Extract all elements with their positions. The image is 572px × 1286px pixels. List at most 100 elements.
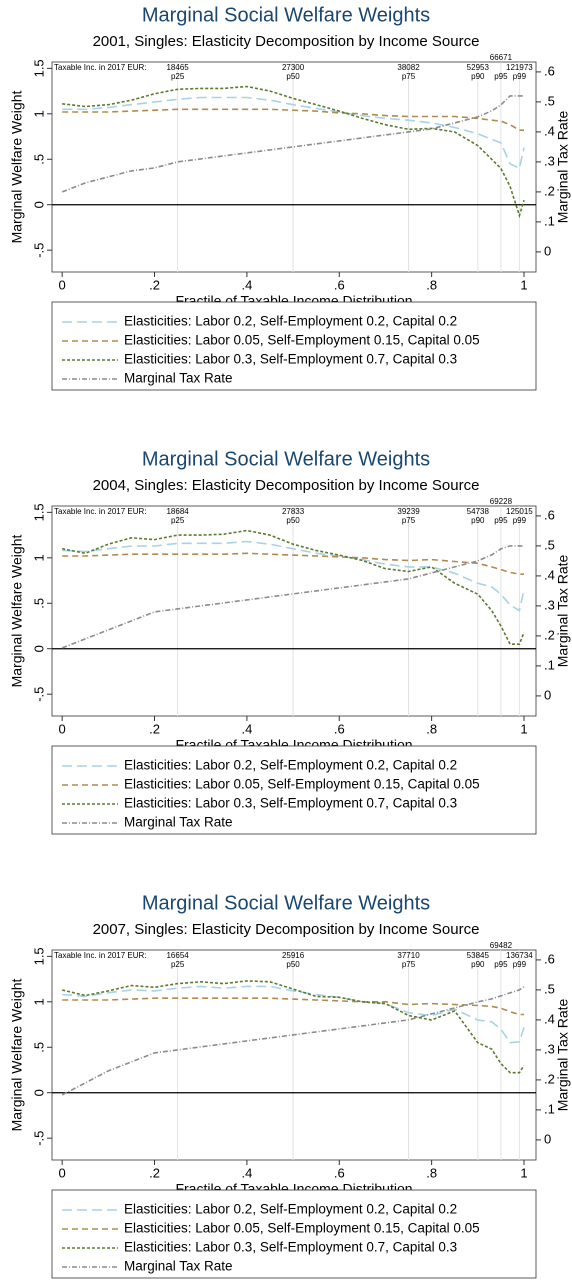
x-tick-label: .6 — [334, 721, 345, 736]
chart-subtitle: 2001, Singles: Elasticity Decomposition … — [93, 33, 480, 50]
y-tick-label: 1.5 — [31, 503, 46, 521]
percentile-label: p75 — [402, 516, 416, 525]
y2-tick-label: .2 — [544, 183, 555, 198]
y-tick-label: .5 — [31, 598, 46, 609]
plot-frame — [51, 61, 537, 273]
y-tick-label: .5 — [31, 154, 46, 165]
y2-tick-label: .6 — [544, 63, 555, 78]
x-tick-label: 0 — [59, 721, 66, 736]
x-tick-label: .4 — [241, 277, 252, 292]
y-tick-label: -.5 — [31, 243, 46, 258]
percentile-label: p90 — [471, 960, 485, 969]
x-tick-label: .8 — [426, 277, 437, 292]
annotation: Taxable Inc. in 2017 EUR: — [54, 63, 147, 72]
legend-label: Elasticities: Labor 0.05, Self-Employmen… — [124, 777, 480, 792]
percentile-income: 136734 — [506, 951, 533, 960]
y2-tick-label: .3 — [544, 597, 555, 612]
series-line — [62, 552, 524, 575]
y-tick-label: -.5 — [31, 1131, 46, 1146]
percentile-income: 38082 — [397, 63, 420, 72]
chart-title: Marginal Social Welfare Weights — [142, 892, 430, 914]
y-tick-label: -.5 — [31, 687, 46, 702]
x-tick-label: .8 — [426, 1165, 437, 1180]
y2-tick-label: 0 — [544, 1131, 551, 1146]
legend-label: Elasticities: Labor 0.2, Self-Employment… — [124, 758, 457, 773]
series-line — [61, 95, 524, 193]
y-tick-label: 0 — [31, 201, 46, 208]
y-tick-label: 0 — [31, 1089, 46, 1096]
x-tick-label: .2 — [149, 1165, 160, 1180]
percentile-label: p25 — [171, 516, 185, 525]
y2-tick-label: .1 — [544, 1101, 555, 1116]
percentile-income: 69228 — [490, 497, 513, 506]
legend-label: Elasticities: Labor 0.3, Self-Employment… — [124, 352, 457, 367]
percentile-income: 54738 — [467, 507, 490, 516]
series-line — [62, 540, 525, 612]
legend-label: Elasticities: Labor 0.05, Self-Employmen… — [124, 1221, 480, 1236]
y-tick-label: 1 — [31, 998, 46, 1005]
percentile-label: p95 — [494, 960, 508, 969]
x-tick-label: .4 — [241, 1165, 252, 1180]
y2-tick-label: .4 — [544, 567, 555, 582]
legend-label: Marginal Tax Rate — [124, 371, 233, 386]
series-line — [61, 986, 525, 1096]
percentile-label: p50 — [286, 72, 300, 81]
y2-tick-label: .5 — [544, 537, 555, 552]
percentile-label: p50 — [286, 516, 300, 525]
series-line — [62, 985, 525, 1044]
percentile-income: 27300 — [282, 63, 305, 72]
y2-tick-label: .2 — [544, 1071, 555, 1086]
chart-title: Marginal Social Welfare Weights — [142, 4, 430, 26]
legend-label: Elasticities: Labor 0.3, Self-Employment… — [124, 796, 457, 811]
y-tick-label: 1.5 — [31, 59, 46, 77]
series-line — [61, 545, 524, 649]
percentile-income: 37710 — [397, 951, 420, 960]
y2-axis-title: Marginal Tax Rate — [555, 555, 571, 668]
y2-tick-label: .1 — [544, 657, 555, 672]
percentile-label: p75 — [402, 72, 416, 81]
y2-tick-label: .3 — [544, 1041, 555, 1056]
legend-label: Elasticities: Labor 0.2, Self-Employment… — [124, 1202, 457, 1217]
annotation: Taxable Inc. in 2017 EUR: — [54, 951, 147, 960]
percentile-income: 53845 — [467, 951, 490, 960]
y2-tick-label: .4 — [544, 1011, 555, 1026]
percentile-label: p95 — [494, 72, 508, 81]
legend-label: Elasticities: Labor 0.05, Self-Employmen… — [124, 333, 480, 348]
annotation: Taxable Inc. in 2017 EUR: — [54, 507, 147, 516]
percentile-income: 125015 — [506, 507, 533, 516]
y-tick-label: 1 — [31, 554, 46, 561]
percentile-income: 27833 — [282, 507, 305, 516]
percentile-label: p99 — [513, 960, 527, 969]
x-tick-label: .4 — [241, 721, 252, 736]
chart-title: Marginal Social Welfare Weights — [142, 448, 430, 470]
x-tick-label: .6 — [334, 1165, 345, 1180]
y2-tick-label: .4 — [544, 123, 555, 138]
y2-tick-label: .6 — [544, 507, 555, 522]
plot-frame — [51, 949, 537, 1161]
x-tick-label: 0 — [59, 1165, 66, 1180]
percentile-income: 18465 — [166, 63, 189, 72]
y2-tick-label: .1 — [544, 213, 555, 228]
series-line — [62, 980, 525, 1074]
y-tick-label: 0 — [31, 645, 46, 652]
series-line — [62, 96, 525, 170]
y-tick-label: 1 — [31, 110, 46, 117]
series-line — [62, 529, 525, 645]
y2-tick-label: 0 — [544, 243, 551, 258]
y2-axis-title: Marginal Tax Rate — [555, 999, 571, 1112]
percentile-label: p90 — [471, 72, 485, 81]
percentile-income: 66671 — [490, 53, 513, 62]
x-tick-label: .6 — [334, 277, 345, 292]
legend-label: Elasticities: Labor 0.2, Self-Employment… — [124, 314, 457, 329]
x-tick-label: 1 — [520, 277, 527, 292]
y2-tick-label: 0 — [544, 687, 551, 702]
percentile-income: 25916 — [282, 951, 305, 960]
series-line — [62, 997, 524, 1016]
x-tick-label: .8 — [426, 721, 437, 736]
chart-subtitle: 2004, Singles: Elasticity Decomposition … — [93, 477, 480, 494]
percentile-income: 69482 — [490, 941, 513, 950]
percentile-label: p25 — [171, 72, 185, 81]
series-line — [62, 108, 524, 131]
y2-tick-label: .5 — [544, 93, 555, 108]
